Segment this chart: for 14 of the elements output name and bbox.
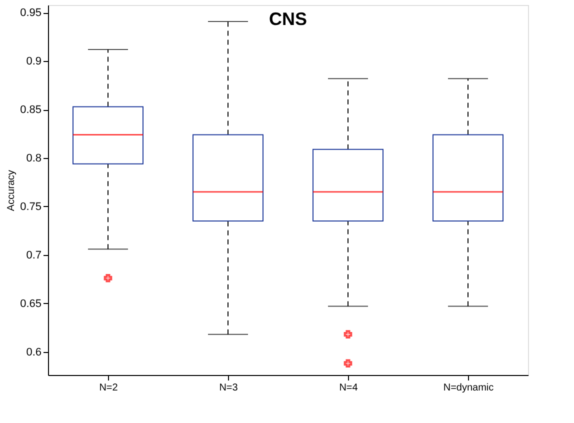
x-tick-label: N=dynamic [443, 382, 494, 394]
y-tick-label: 0.8 [26, 152, 42, 165]
y-tick-label: 0.6 [26, 346, 42, 358]
x-tick-label: N=3 [219, 382, 238, 394]
chart-title: CNS [268, 9, 308, 29]
y-axis-title: Accuracy [6, 170, 18, 212]
y-tick-label: 0.75 [20, 200, 42, 213]
y-tick-label: 0.7 [26, 249, 42, 262]
y-tick-label: 0.95 [20, 7, 42, 20]
x-tick-label: N=2 [99, 382, 118, 394]
y-tick-label: 0.65 [20, 298, 42, 310]
y-tick-label: 0.85 [20, 104, 42, 116]
y-tick-label: 0.9 [26, 56, 42, 68]
x-tick-label: N=4 [339, 382, 358, 394]
